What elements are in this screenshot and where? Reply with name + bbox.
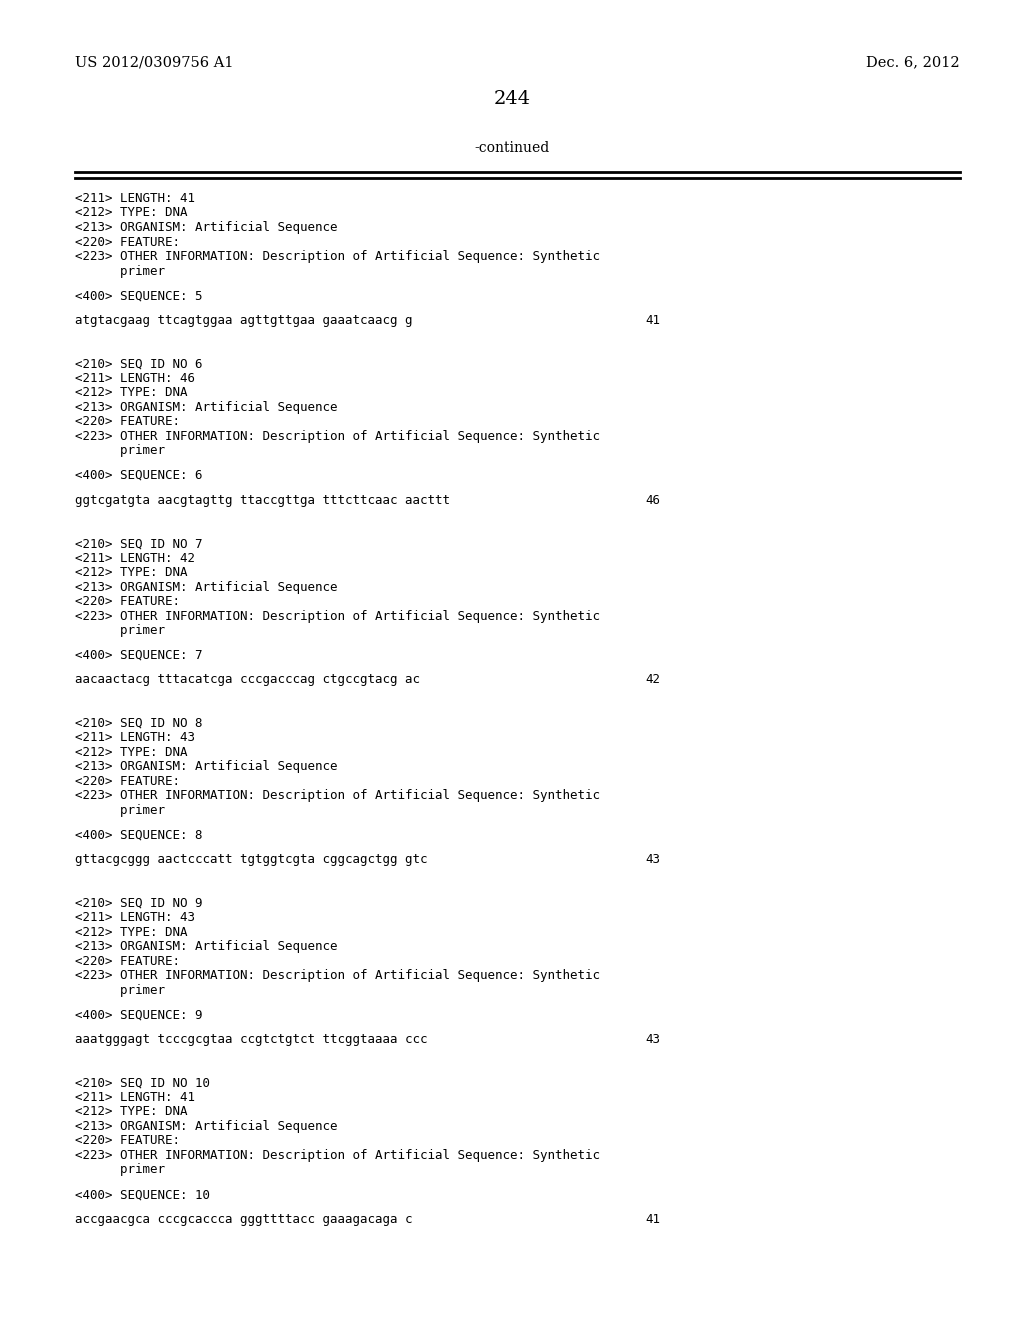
Text: 42: 42 xyxy=(645,673,660,686)
Text: <213> ORGANISM: Artificial Sequence: <213> ORGANISM: Artificial Sequence xyxy=(75,1119,338,1133)
Text: <400> SEQUENCE: 5: <400> SEQUENCE: 5 xyxy=(75,289,203,302)
Text: ggtcgatgta aacgtagttg ttaccgttga tttcttcaac aacttt: ggtcgatgta aacgtagttg ttaccgttga tttcttc… xyxy=(75,494,450,507)
Text: primer: primer xyxy=(75,264,165,277)
Text: <210> SEQ ID NO 8: <210> SEQ ID NO 8 xyxy=(75,717,203,730)
Text: <220> FEATURE:: <220> FEATURE: xyxy=(75,954,180,968)
Text: <211> LENGTH: 42: <211> LENGTH: 42 xyxy=(75,552,195,565)
Text: <213> ORGANISM: Artificial Sequence: <213> ORGANISM: Artificial Sequence xyxy=(75,940,338,953)
Text: 43: 43 xyxy=(645,1034,660,1045)
Text: <210> SEQ ID NO 10: <210> SEQ ID NO 10 xyxy=(75,1077,210,1089)
Text: <212> TYPE: DNA: <212> TYPE: DNA xyxy=(75,925,187,939)
Text: <400> SEQUENCE: 7: <400> SEQUENCE: 7 xyxy=(75,648,203,661)
Text: <220> FEATURE:: <220> FEATURE: xyxy=(75,416,180,428)
Text: 43: 43 xyxy=(645,853,660,866)
Text: <210> SEQ ID NO 6: <210> SEQ ID NO 6 xyxy=(75,358,203,371)
Text: primer: primer xyxy=(75,624,165,638)
Text: -continued: -continued xyxy=(474,141,550,154)
Text: <212> TYPE: DNA: <212> TYPE: DNA xyxy=(75,746,187,759)
Text: 46: 46 xyxy=(645,494,660,507)
Text: <400> SEQUENCE: 6: <400> SEQUENCE: 6 xyxy=(75,469,203,482)
Text: <213> ORGANISM: Artificial Sequence: <213> ORGANISM: Artificial Sequence xyxy=(75,401,338,413)
Text: accgaacgca cccgcaccca gggttttacc gaaagacaga c: accgaacgca cccgcaccca gggttttacc gaaagac… xyxy=(75,1213,413,1226)
Text: US 2012/0309756 A1: US 2012/0309756 A1 xyxy=(75,55,233,69)
Text: <400> SEQUENCE: 10: <400> SEQUENCE: 10 xyxy=(75,1188,210,1201)
Text: 41: 41 xyxy=(645,1213,660,1226)
Text: primer: primer xyxy=(75,1163,165,1176)
Text: <220> FEATURE:: <220> FEATURE: xyxy=(75,235,180,248)
Text: <220> FEATURE:: <220> FEATURE: xyxy=(75,775,180,788)
Text: <213> ORGANISM: Artificial Sequence: <213> ORGANISM: Artificial Sequence xyxy=(75,581,338,594)
Text: gttacgcggg aactcccatt tgtggtcgta cggcagctgg gtc: gttacgcggg aactcccatt tgtggtcgta cggcagc… xyxy=(75,853,427,866)
Text: <220> FEATURE:: <220> FEATURE: xyxy=(75,595,180,609)
Text: 41: 41 xyxy=(645,314,660,327)
Text: primer: primer xyxy=(75,804,165,817)
Text: aacaactacg tttacatcga cccgacccag ctgccgtacg ac: aacaactacg tttacatcga cccgacccag ctgccgt… xyxy=(75,673,420,686)
Text: atgtacgaag ttcagtggaa agttgttgaa gaaatcaacg g: atgtacgaag ttcagtggaa agttgttgaa gaaatca… xyxy=(75,314,413,327)
Text: <212> TYPE: DNA: <212> TYPE: DNA xyxy=(75,1105,187,1118)
Text: <212> TYPE: DNA: <212> TYPE: DNA xyxy=(75,206,187,219)
Text: <211> LENGTH: 43: <211> LENGTH: 43 xyxy=(75,731,195,744)
Text: <211> LENGTH: 41: <211> LENGTH: 41 xyxy=(75,191,195,205)
Text: <211> LENGTH: 41: <211> LENGTH: 41 xyxy=(75,1092,195,1104)
Text: <212> TYPE: DNA: <212> TYPE: DNA xyxy=(75,566,187,579)
Text: <223> OTHER INFORMATION: Description of Artificial Sequence: Synthetic: <223> OTHER INFORMATION: Description of … xyxy=(75,969,600,982)
Text: primer: primer xyxy=(75,445,165,457)
Text: 244: 244 xyxy=(494,90,530,108)
Text: <223> OTHER INFORMATION: Description of Artificial Sequence: Synthetic: <223> OTHER INFORMATION: Description of … xyxy=(75,1148,600,1162)
Text: <210> SEQ ID NO 9: <210> SEQ ID NO 9 xyxy=(75,896,203,909)
Text: <211> LENGTH: 46: <211> LENGTH: 46 xyxy=(75,372,195,385)
Text: <223> OTHER INFORMATION: Description of Artificial Sequence: Synthetic: <223> OTHER INFORMATION: Description of … xyxy=(75,789,600,803)
Text: <400> SEQUENCE: 8: <400> SEQUENCE: 8 xyxy=(75,829,203,842)
Text: <220> FEATURE:: <220> FEATURE: xyxy=(75,1134,180,1147)
Text: Dec. 6, 2012: Dec. 6, 2012 xyxy=(866,55,961,69)
Text: aaatgggagt tcccgcgtaa ccgtctgtct ttcggtaaaa ccc: aaatgggagt tcccgcgtaa ccgtctgtct ttcggta… xyxy=(75,1034,427,1045)
Text: <223> OTHER INFORMATION: Description of Artificial Sequence: Synthetic: <223> OTHER INFORMATION: Description of … xyxy=(75,610,600,623)
Text: <211> LENGTH: 43: <211> LENGTH: 43 xyxy=(75,911,195,924)
Text: <223> OTHER INFORMATION: Description of Artificial Sequence: Synthetic: <223> OTHER INFORMATION: Description of … xyxy=(75,249,600,263)
Text: <212> TYPE: DNA: <212> TYPE: DNA xyxy=(75,387,187,399)
Text: primer: primer xyxy=(75,983,165,997)
Text: <213> ORGANISM: Artificial Sequence: <213> ORGANISM: Artificial Sequence xyxy=(75,760,338,774)
Text: <213> ORGANISM: Artificial Sequence: <213> ORGANISM: Artificial Sequence xyxy=(75,220,338,234)
Text: <400> SEQUENCE: 9: <400> SEQUENCE: 9 xyxy=(75,1008,203,1022)
Text: <210> SEQ ID NO 7: <210> SEQ ID NO 7 xyxy=(75,537,203,550)
Text: <223> OTHER INFORMATION: Description of Artificial Sequence: Synthetic: <223> OTHER INFORMATION: Description of … xyxy=(75,430,600,442)
